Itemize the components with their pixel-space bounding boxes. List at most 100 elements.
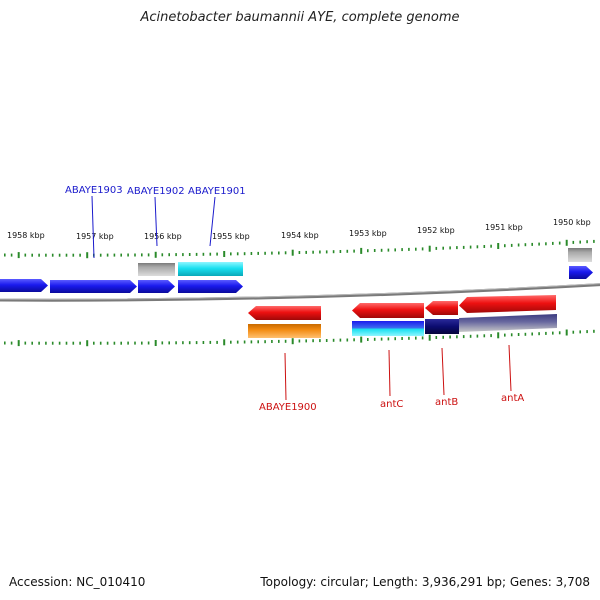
tick-mark — [442, 246, 444, 250]
leader-anta — [508, 344, 512, 392]
tick-mark — [572, 330, 575, 334]
genome-backbone — [0, 283, 600, 302]
bottom-cds-1[interactable] — [248, 324, 321, 338]
top-gene-5[interactable] — [569, 266, 593, 279]
bottom-gene-4[interactable] — [459, 295, 556, 313]
tick-mark — [230, 252, 232, 256]
gene-label-abaye1903[interactable]: ABAYE1903 — [65, 185, 123, 196]
tick-mark — [51, 341, 54, 345]
top-cds-2[interactable] — [178, 262, 243, 276]
bottom-gene-3[interactable] — [425, 301, 458, 315]
tick-mark — [230, 340, 232, 344]
tick-mark — [223, 251, 226, 257]
tick-mark — [65, 253, 68, 257]
tick-mark — [497, 332, 500, 339]
tick-mark — [360, 336, 363, 343]
tick-mark — [188, 341, 191, 345]
bottom-gene-2[interactable] — [352, 303, 424, 318]
tick-mark — [195, 252, 198, 256]
tick-mark — [298, 339, 301, 343]
tick-mark — [134, 341, 136, 345]
tick-mark — [387, 337, 390, 341]
tick-mark — [99, 253, 102, 257]
scale-label: 1950 kbp — [553, 218, 591, 227]
genome-backbone-highlight — [0, 283, 600, 300]
tick-mark — [209, 340, 212, 344]
gene-label-antc[interactable]: antC — [380, 399, 403, 410]
leader-abaye1900 — [284, 352, 287, 401]
gene-label-abaye1902[interactable]: ABAYE1902 — [127, 186, 185, 197]
tick-mark — [449, 246, 451, 250]
tick-mark — [175, 341, 177, 345]
leader-antb — [441, 347, 445, 396]
tick-mark — [147, 253, 150, 257]
top-gene-1[interactable] — [0, 279, 48, 292]
tick-mark — [476, 334, 479, 338]
tick-mark — [141, 253, 143, 257]
scale-label: 1952 kbp — [417, 226, 455, 235]
tick-mark — [346, 338, 349, 342]
tick-mark — [504, 244, 506, 248]
tick-mark — [579, 240, 581, 244]
tick-mark — [72, 341, 75, 345]
tick-mark — [531, 242, 533, 246]
tick-mark — [72, 253, 75, 257]
tick-mark — [291, 249, 294, 256]
tick-mark — [257, 340, 259, 344]
tick-mark — [106, 253, 109, 257]
tick-mark — [435, 246, 438, 250]
tick-mark — [394, 337, 396, 341]
tick-mark — [332, 250, 335, 254]
tick-mark — [312, 339, 314, 343]
tick-mark — [490, 244, 492, 248]
tick-mark — [147, 341, 150, 345]
tick-mark — [45, 341, 47, 345]
bottom-gene-1[interactable] — [248, 306, 321, 320]
tick-mark — [86, 340, 89, 347]
gene-label-antb[interactable]: antB — [435, 397, 458, 408]
tick-mark — [120, 253, 122, 257]
tick-mark — [456, 335, 458, 339]
tick-mark — [202, 341, 205, 344]
tick-mark — [319, 339, 321, 343]
tick-mark — [243, 340, 246, 344]
tick-mark — [517, 333, 520, 336]
top-gene-2[interactable] — [50, 280, 137, 293]
tick-mark — [325, 339, 328, 342]
top-cds-3[interactable] — [568, 248, 592, 262]
tick-mark — [10, 253, 13, 257]
tick-mark — [524, 332, 527, 336]
tick-mark — [236, 340, 239, 344]
bottom-cds-4[interactable] — [459, 314, 557, 332]
tick-mark — [93, 341, 95, 345]
top-gene-3[interactable] — [138, 280, 175, 293]
bottom-cds-2[interactable] — [352, 321, 424, 336]
scale-label: 1954 kbp — [281, 231, 319, 240]
tick-mark — [558, 241, 561, 245]
tick-mark — [298, 251, 301, 254]
tick-mark — [579, 330, 581, 334]
tick-mark — [141, 341, 143, 345]
tick-mark — [552, 241, 554, 245]
tick-mark — [168, 253, 170, 257]
tick-mark — [271, 340, 273, 343]
gene-label-anta[interactable]: antA — [501, 393, 524, 404]
tick-mark — [325, 250, 328, 254]
tick-mark — [373, 249, 376, 252]
top-gene-4[interactable] — [178, 280, 243, 293]
top-cds-1[interactable] — [138, 263, 175, 276]
scale-labels: 1958 kbp 1957 kbp 1956 kbp 1955 kbp 1954… — [7, 218, 591, 241]
tick-mark — [394, 248, 396, 252]
bottom-cds-3[interactable] — [425, 319, 459, 334]
tick-mark — [421, 336, 424, 340]
tick-mark — [346, 249, 349, 253]
gene-label-abaye1901[interactable]: ABAYE1901 — [188, 186, 246, 197]
tick-mark — [373, 337, 376, 341]
tick-mark — [339, 250, 342, 253]
gene-label-abaye1900[interactable]: ABAYE1900 — [259, 402, 317, 413]
tick-mark — [332, 338, 335, 342]
tick-mark — [278, 339, 280, 343]
tick-mark — [195, 341, 198, 345]
tick-mark — [10, 341, 13, 345]
tick-mark — [456, 246, 458, 250]
